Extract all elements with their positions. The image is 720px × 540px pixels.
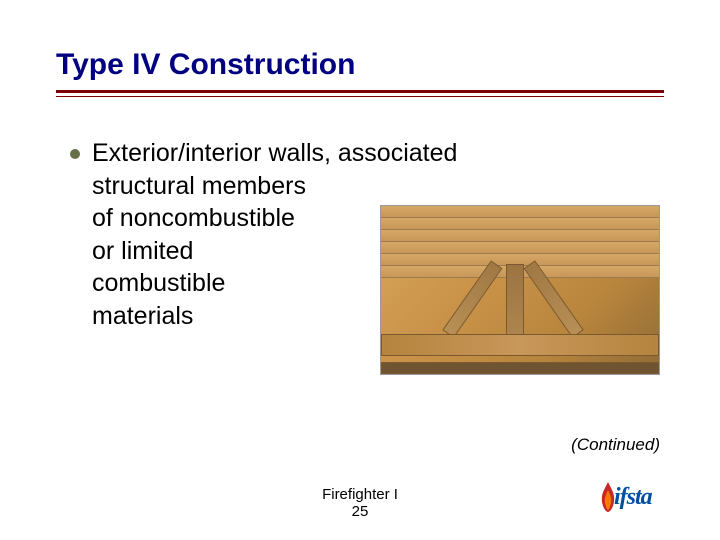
continued-label: (Continued)	[571, 435, 660, 455]
logo-text: ifsta	[614, 484, 652, 511]
footer-label: Firefighter I	[322, 486, 398, 503]
title-divider-thick	[56, 90, 664, 93]
ifsta-logo: ifsta	[594, 478, 672, 520]
title-divider-thin	[56, 96, 664, 97]
bullet-dot-icon	[70, 149, 80, 159]
slide-title: Type IV Construction	[56, 48, 664, 82]
footer: Firefighter I 25	[322, 486, 398, 520]
heavy-timber-image	[380, 205, 660, 375]
page-number: 25	[352, 503, 369, 520]
